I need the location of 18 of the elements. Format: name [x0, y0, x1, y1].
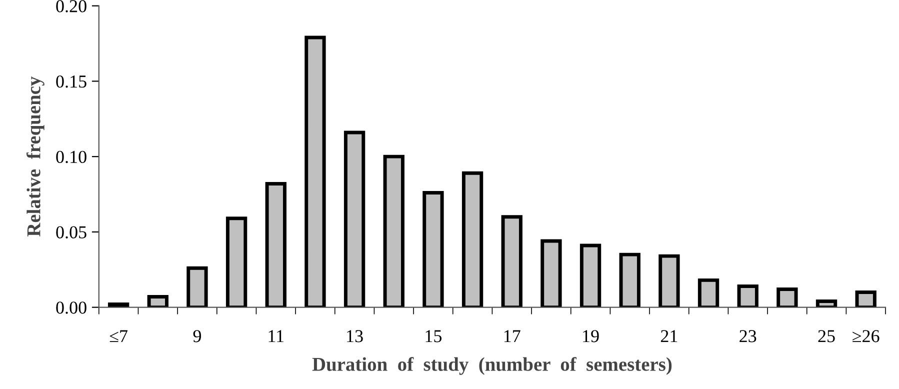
x-tick-label: ≥26	[852, 330, 880, 342]
x-tick-label: 13	[347, 330, 363, 342]
x-tick-label: 25	[818, 330, 835, 342]
x-tick-label: 11	[268, 330, 284, 342]
x-tick-label: 9	[193, 330, 201, 342]
x-tick-label: 21	[660, 330, 678, 342]
x-tick-label: ≤7	[110, 330, 128, 342]
y-tick-label: 0.00	[56, 302, 86, 314]
x-tick-label: 15	[426, 330, 442, 342]
y-tick-label: 0.20	[56, 0, 86, 12]
x-tick-label: 17	[504, 330, 520, 342]
y-tick-label: 0.05	[56, 226, 86, 238]
x-axis-title: Duration of study (number of semesters)	[312, 357, 672, 375]
x-tick-label: 19	[583, 330, 599, 342]
x-tick-label: 23	[740, 330, 756, 342]
y-tick-label: 0.10	[56, 150, 86, 164]
y-axis-title: Relative frequency	[26, 76, 44, 237]
y-tick-label: 0.15	[56, 75, 86, 88]
